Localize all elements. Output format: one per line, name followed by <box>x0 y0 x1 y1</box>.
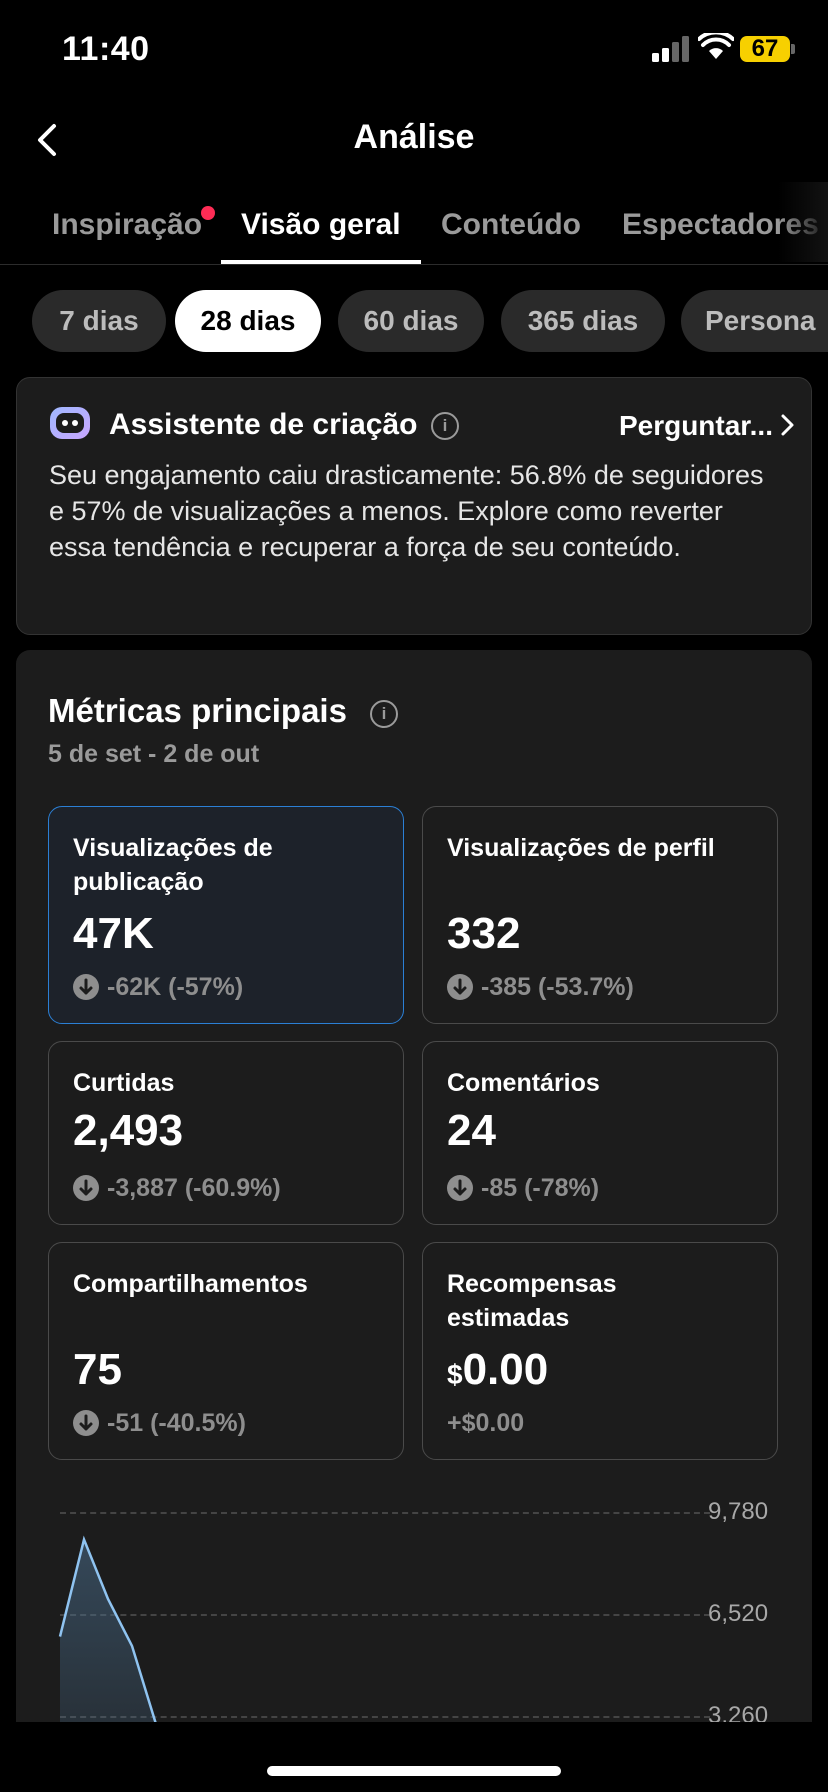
post-views-chart <box>58 1535 158 1792</box>
metric-label: Visualizações de publicação <box>73 834 273 896</box>
metric-value: $0.00 <box>447 1345 548 1395</box>
notification-dot <box>201 206 215 220</box>
range-365-dias[interactable]: 365 dias <box>501 290 665 352</box>
metric-tile-likes[interactable]: Curtidas 2,493 -3,887 (-60.9%) <box>48 1041 404 1225</box>
wifi-icon <box>698 33 734 59</box>
range-60-dias[interactable]: 60 dias <box>338 290 484 352</box>
battery-icon: 67 <box>740 36 790 62</box>
metric-change: -85 (-78%) <box>447 1174 599 1203</box>
chevron-right-icon[interactable] <box>777 412 797 438</box>
gridline <box>60 1512 710 1514</box>
currency-symbol: $ <box>447 1359 463 1390</box>
key-metrics-card: Métricas principais i 5 de set - 2 de ou… <box>16 650 812 1792</box>
arrow-down-icon <box>447 1175 473 1201</box>
y-tick-label: 6,520 <box>708 1600 769 1627</box>
active-tab-indicator <box>221 260 421 264</box>
metric-tile-estimated-rewards[interactable]: Recompensas estimadas $0.00 +$0.00 <box>422 1242 778 1460</box>
y-tick-label: 9,780 <box>708 1498 769 1525</box>
info-icon[interactable]: i <box>431 412 459 440</box>
assistant-title: Assistente de criação <box>109 408 418 441</box>
tab-fade-overlay <box>778 182 828 262</box>
assistant-robot-icon <box>50 407 90 439</box>
arrow-down-icon <box>73 1410 99 1436</box>
arrow-down-icon <box>73 974 99 1000</box>
metric-value: 332 <box>447 909 521 958</box>
metric-change-text: -62K (-57%) <box>107 973 244 1001</box>
metric-change-text: -3,887 (-60.9%) <box>107 1174 281 1202</box>
arrow-down-icon <box>73 1175 99 1201</box>
gridline <box>60 1716 710 1718</box>
battery-tip <box>791 44 795 54</box>
metric-change-text: -385 (-53.7%) <box>481 973 634 1001</box>
metric-tile-post-views[interactable]: Visualizações de publicação 47K -62K (-5… <box>48 806 404 1024</box>
metric-change: -3,887 (-60.9%) <box>73 1174 281 1203</box>
metric-value: 75 <box>73 1345 122 1394</box>
metric-change: -385 (-53.7%) <box>447 973 634 1002</box>
metric-tile-comments[interactable]: Comentários 24 -85 (-78%) <box>422 1041 778 1225</box>
metrics-date-range: 5 de set - 2 de out <box>48 740 260 768</box>
status-bar: 11:40 67 <box>0 0 828 100</box>
bottom-safe-area <box>0 1722 828 1792</box>
metric-tile-profile-views[interactable]: Visualizações de perfil 332 -385 (-53.7%… <box>422 806 778 1024</box>
gridline <box>60 1614 710 1616</box>
metric-label: Compartilhamentos <box>73 1270 308 1298</box>
arrow-down-icon <box>447 974 473 1000</box>
tab-inspiracao[interactable]: Inspiração <box>52 208 203 241</box>
metric-change: -62K (-57%) <box>73 973 243 1002</box>
metric-value: 24 <box>447 1106 496 1155</box>
metric-value-amount: 0.00 <box>462 1345 549 1394</box>
series-line <box>58 1535 158 1725</box>
metric-label: Comentários <box>447 1069 600 1097</box>
metric-label: Curtidas <box>73 1069 175 1097</box>
status-time: 11:40 <box>62 30 150 68</box>
range-7-dias[interactable]: 7 dias <box>32 290 166 352</box>
metric-value: 2,493 <box>73 1106 184 1155</box>
metric-change: -51 (-40.5%) <box>73 1409 246 1438</box>
creation-assistant-card[interactable]: Assistente de criação i Perguntar... Seu… <box>16 377 812 635</box>
range-personalizado[interactable]: Persona <box>681 290 828 352</box>
metric-value: 47K <box>73 909 154 958</box>
back-chevron-icon[interactable] <box>28 118 68 162</box>
tab-bar: Inspiração Visão geral Conteúdo Espectad… <box>0 196 828 265</box>
tab-conteudo[interactable]: Conteúdo <box>441 208 581 241</box>
metric-change-text: -51 (-40.5%) <box>107 1409 246 1437</box>
metric-change-text: -85 (-78%) <box>481 1174 600 1202</box>
metric-tile-shares[interactable]: Compartilhamentos 75 -51 (-40.5%) <box>48 1242 404 1460</box>
metrics-info-icon[interactable]: i <box>370 700 398 728</box>
range-28-dias[interactable]: 28 dias <box>175 290 321 352</box>
ask-button[interactable]: Perguntar... <box>618 410 773 441</box>
page-title: Análise <box>353 118 475 156</box>
metric-label: Visualizações de perfil <box>447 834 715 862</box>
cellular-signal-icon <box>652 36 689 62</box>
assistant-message: Seu engajamento caiu drasticamente: 56.8… <box>49 460 764 562</box>
metrics-title: Métricas principais <box>48 692 347 729</box>
metric-change-text: +$0.00 <box>447 1409 525 1437</box>
home-indicator <box>267 1766 561 1776</box>
tab-visao-geral[interactable]: Visão geral <box>241 208 401 241</box>
metric-label: Recompensas estimadas <box>447 1270 617 1332</box>
